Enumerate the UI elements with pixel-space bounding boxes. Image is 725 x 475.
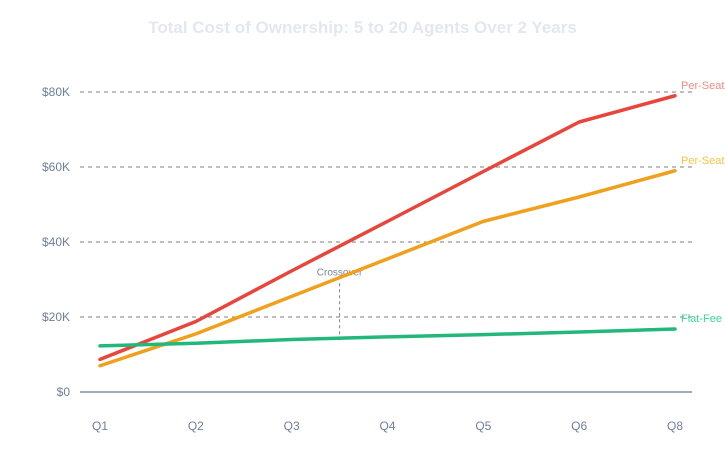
series-end-label: Per-Seat [681,80,724,92]
y-tick-label: $80K [42,85,70,99]
chart-title: Total Cost of Ownership: 5 to 20 Agents … [148,18,577,37]
y-tick-label: $60K [42,160,70,174]
x-tick-label: Q3 [284,419,300,433]
crossover-label: Crossover [317,267,363,278]
x-tick-label: Q6 [571,419,587,433]
x-tick-label: Q1 [92,419,108,433]
x-tick-label: Q2 [188,419,204,433]
series-line-0 [98,94,677,362]
x-tick-label: Q5 [475,419,491,433]
series-end-label: Per-Seat [681,155,724,167]
x-tick-label: Q4 [379,419,395,433]
series-end-label: Flat-Fee [681,313,722,325]
y-tick-label: $40K [42,235,70,249]
y-tick-label: $20K [42,310,70,324]
x-tick-label: Q8 [667,419,683,433]
y-tick-label: $0 [57,385,71,399]
